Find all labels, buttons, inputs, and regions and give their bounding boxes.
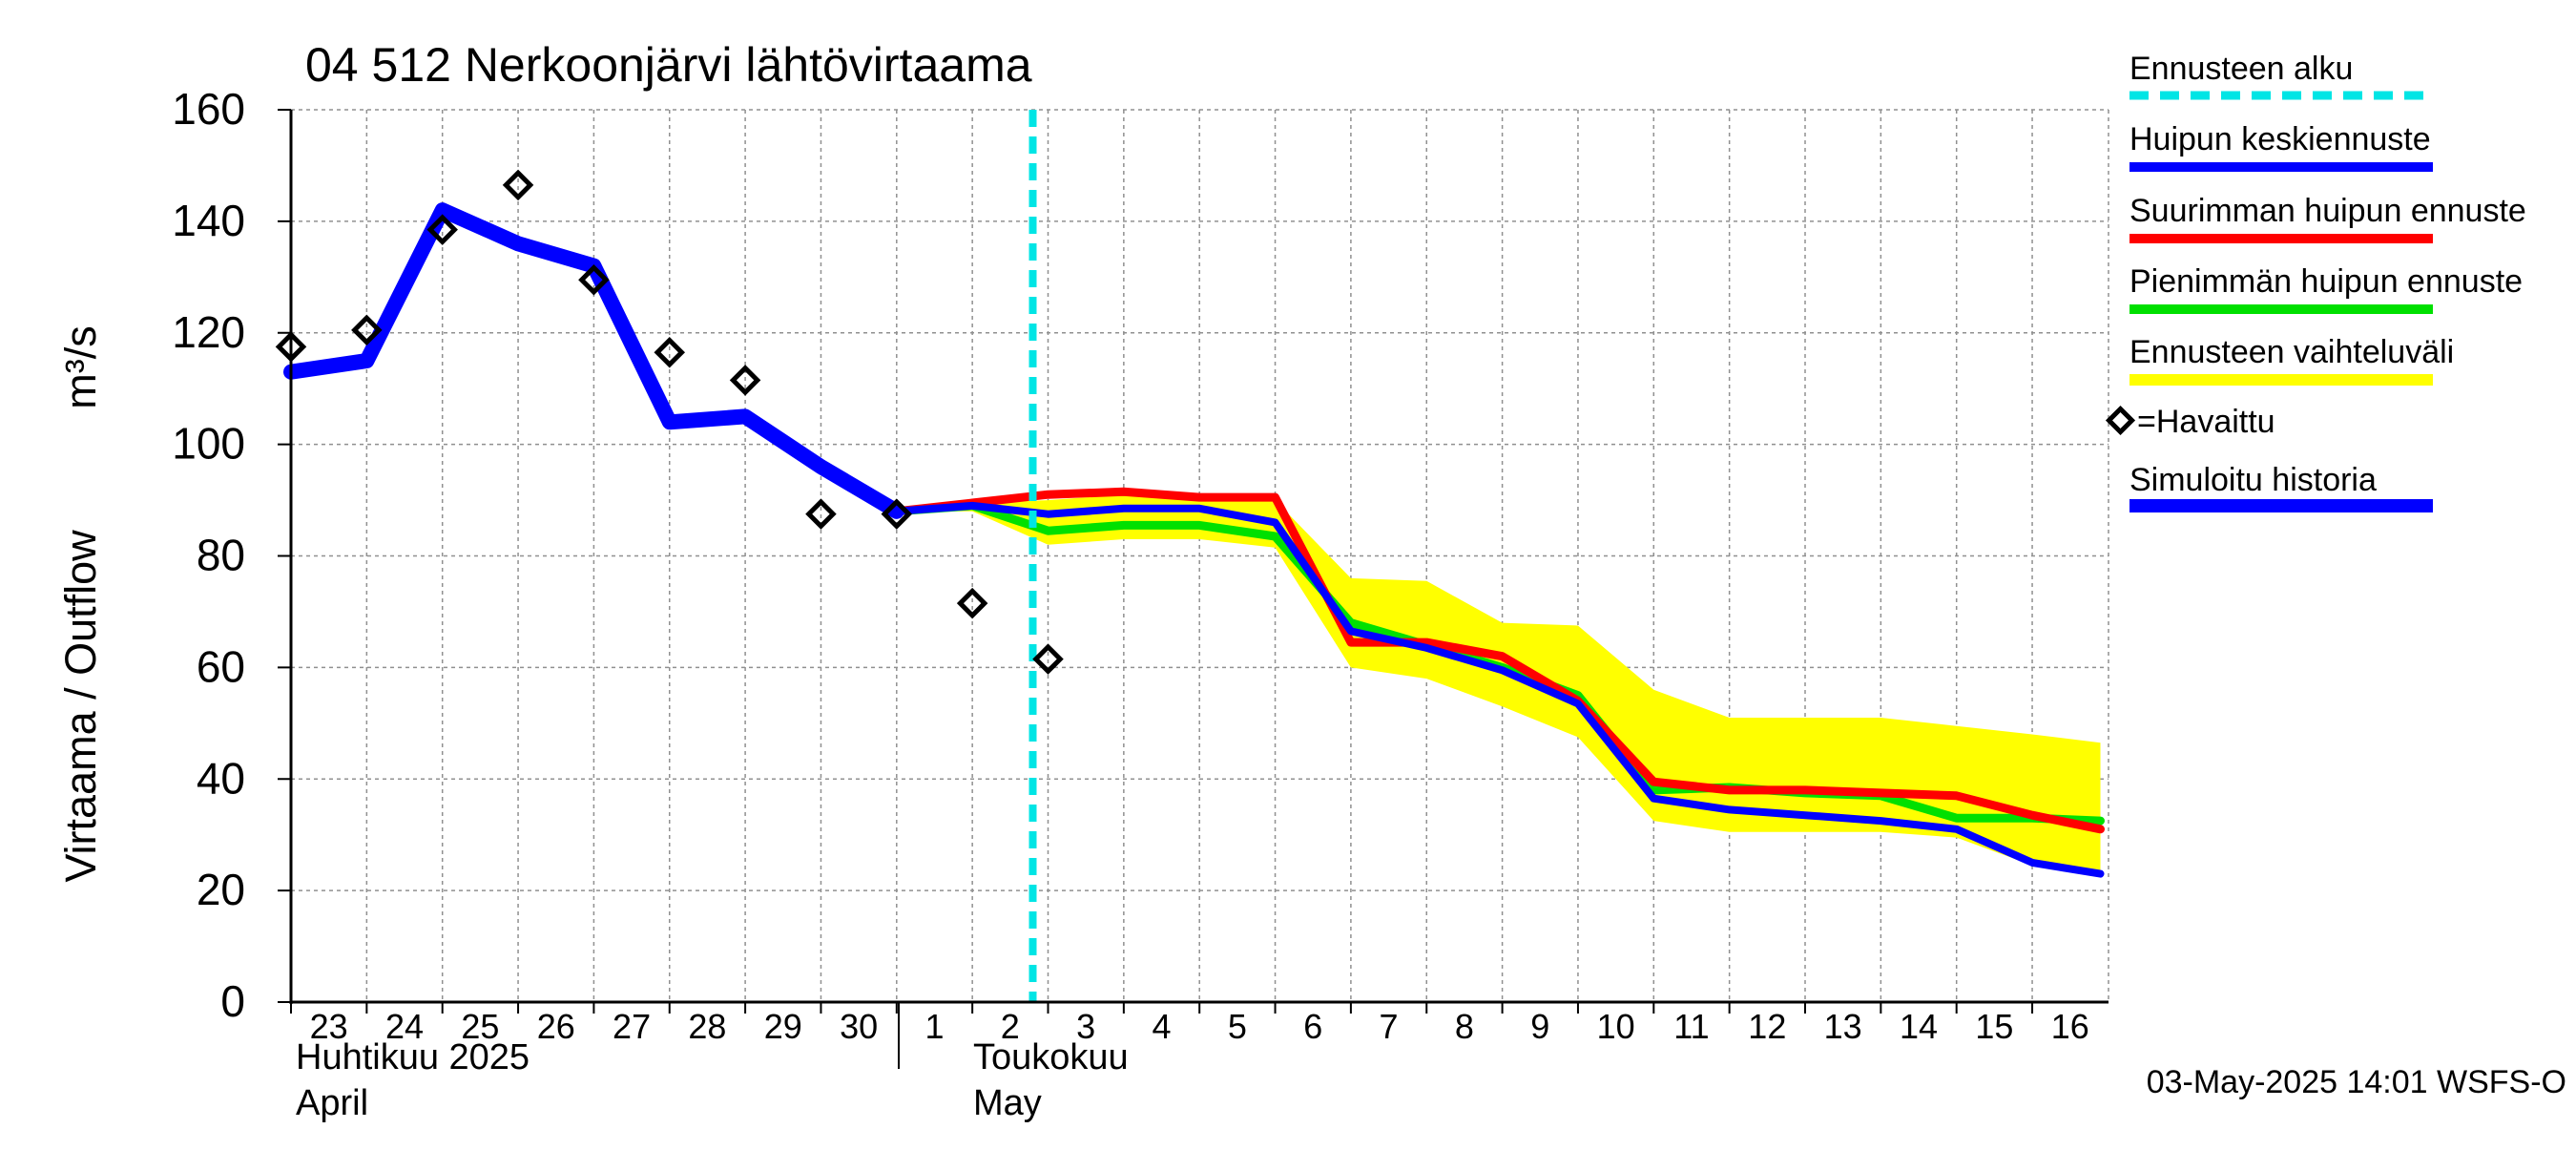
x-tick-label-25: 25 — [461, 1007, 499, 1046]
month-label-fi-april: Huhtikuu 2025 — [296, 1037, 530, 1077]
observed-markers — [275, 169, 1064, 675]
month-label-en-may: May — [973, 1083, 1042, 1123]
x-tick-label-1: 1 — [924, 1007, 944, 1046]
observed-point-2025-05-02 — [956, 587, 988, 619]
max-peak-line — [892, 487, 2105, 834]
legend-label-range: Ennusteen vaihteluväli — [2129, 334, 2454, 370]
x-tick-label-23: 23 — [310, 1007, 348, 1046]
month-label-en-april: April — [296, 1083, 368, 1123]
y-tick-label-60: 60 — [197, 641, 245, 691]
legend-label-max-peak: Suurimman huipun ennuste — [2129, 193, 2526, 229]
observed-point-2025-04-27 — [578, 263, 610, 296]
footer-timestamp: 03-May-2025 14:01 WSFS-O — [2147, 1064, 2566, 1100]
legend-label-forecast-start: Ennusteen alku — [2129, 51, 2353, 87]
legend-swatch-observed — [2105, 405, 2136, 436]
x-tick-label-26: 26 — [537, 1007, 575, 1046]
observed-point-2025-04-26 — [502, 169, 534, 201]
y-tick-label-100: 100 — [172, 419, 245, 469]
y-tick-label-140: 140 — [172, 196, 245, 245]
legend-label-observed: =Havaittu — [2137, 404, 2275, 440]
legend-label-mean-peak: Huipun keskiennuste — [2129, 121, 2431, 157]
x-tick-label-10: 10 — [1597, 1007, 1635, 1046]
observed-point-2025-04-24 — [351, 314, 383, 346]
axes — [278, 109, 2109, 1014]
y-axis-label: Virtaama / Outflow — [56, 530, 105, 883]
x-tick-label-2: 2 — [1001, 1007, 1020, 1046]
tick-labels: 23 24 25 26 27 28 29 30 1 2 3 4 5 6 7 8 9 10 11 12 13 14 15 160… — [172, 84, 2088, 1046]
chart-text: 04 512 Nerkoonjärvi lähtövirtaama Virtaa… — [56, 38, 2566, 1123]
y-tick-label-120: 120 — [172, 307, 245, 357]
x-tick-label-9: 9 — [1530, 1007, 1549, 1046]
x-tick-label-11: 11 — [1673, 1007, 1709, 1046]
x-tick-label-15: 15 — [1975, 1007, 2013, 1046]
legend: Ennusteen alku Huipun keskiennuste Suuri… — [2105, 51, 2526, 512]
x-tick-label-28: 28 — [688, 1007, 726, 1046]
x-tick-label-30: 30 — [840, 1007, 878, 1046]
y-tick-label-40: 40 — [197, 753, 245, 803]
y-tick-label-0: 0 — [220, 976, 245, 1026]
x-tick-label-7: 7 — [1380, 1007, 1399, 1046]
observed-point-2025-04-29 — [729, 365, 761, 396]
observed-point-2025-05-01 — [881, 498, 913, 530]
forecast-range-band — [896, 494, 2101, 874]
forecast-range-area — [896, 494, 2101, 874]
observed-point-2025-04-30 — [805, 498, 837, 530]
y-tick-label-20: 20 — [197, 865, 245, 914]
legend-label-simulated: Simuloitu historia — [2129, 462, 2377, 498]
x-tick-label-12: 12 — [1748, 1007, 1786, 1046]
x-tick-label-16: 16 — [2051, 1007, 2089, 1046]
legend-label-min-peak: Pienimmän huipun ennuste — [2129, 263, 2523, 300]
x-tick-label-13: 13 — [1824, 1007, 1862, 1046]
mean-peak-line — [892, 501, 2105, 878]
observed-point-2025-04-25 — [426, 214, 458, 245]
x-tick-label-29: 29 — [764, 1007, 802, 1046]
y-tick-label-80: 80 — [197, 531, 245, 580]
x-tick-label-8: 8 — [1455, 1007, 1474, 1046]
x-tick-label-3: 3 — [1076, 1007, 1095, 1046]
x-tick-label-24: 24 — [385, 1007, 424, 1046]
x-tick-label-5: 5 — [1228, 1007, 1247, 1046]
x-tick-label-6: 6 — [1303, 1007, 1322, 1046]
observed-point-2025-04-23 — [275, 331, 307, 363]
observed-point-2025-05-03 — [1032, 643, 1064, 675]
y-tick-label-160: 160 — [172, 84, 245, 134]
observed-point-2025-04-28 — [654, 336, 686, 368]
month-label-fi-may: Toukokuu — [973, 1037, 1129, 1077]
x-tick-label-27: 27 — [613, 1007, 651, 1046]
x-tick-label-4: 4 — [1153, 1007, 1172, 1046]
chart-title: 04 512 Nerkoonjärvi lähtövirtaama — [305, 38, 1032, 92]
x-tick-label-14: 14 — [1900, 1007, 1938, 1046]
y-axis-unit: m³/s — [56, 325, 105, 408]
grid — [291, 109, 2109, 1002]
